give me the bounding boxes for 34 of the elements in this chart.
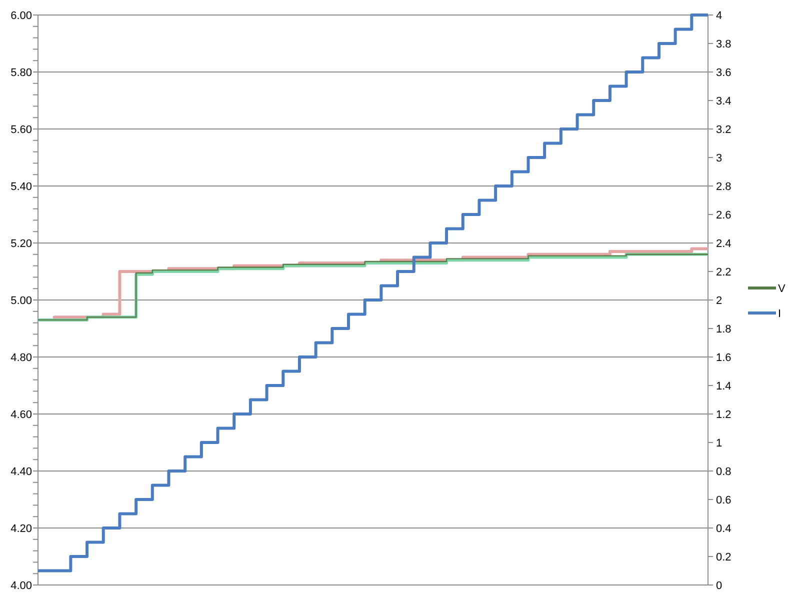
y2-tick-label: 3.6 — [716, 66, 732, 79]
y2-tick-label: 1.6 — [716, 352, 732, 364]
y-tick-label: 5.60 — [10, 124, 32, 136]
y2-tick-label: 0.2 — [716, 551, 732, 564]
y2-tick-label: 1.4 — [716, 380, 732, 392]
y2-tick-label: 2.6 — [716, 209, 732, 222]
y-tick-label: 4.00 — [10, 580, 32, 592]
y-tick-label: 4.20 — [10, 522, 32, 535]
legend-label: I — [778, 308, 782, 320]
y2-tick-label: 0.8 — [716, 466, 732, 478]
y2-tick-label: 1.8 — [716, 323, 732, 336]
y-tick-label: 5.40 — [10, 180, 32, 193]
y2-tick-label: 3.2 — [716, 124, 732, 136]
y-tick-label: 4.60 — [10, 408, 32, 421]
y-tick-label: 4.80 — [10, 352, 32, 364]
y-tick-label: 5.80 — [10, 66, 32, 79]
y2-tick-label: 0.6 — [716, 494, 732, 506]
y2-tick-label: 4 — [716, 10, 722, 22]
y2-tick-label: 2.8 — [716, 180, 732, 193]
legend-label: V — [778, 282, 786, 295]
y2-tick-label: 3.4 — [716, 95, 732, 108]
y-tick-label: 4.40 — [10, 466, 32, 478]
y-tick-label: 6.00 — [10, 10, 32, 22]
y2-tick-label: 2.4 — [716, 238, 732, 250]
y2-tick-label: 3.8 — [716, 38, 732, 50]
y2-tick-label: 0 — [716, 580, 722, 592]
y2-tick-label: 2.2 — [716, 266, 732, 278]
y2-tick-label: 3 — [716, 152, 722, 164]
y-tick-label: 5.20 — [10, 238, 32, 250]
y-tick-label: 5.00 — [10, 294, 32, 307]
y2-tick-label: 2 — [716, 294, 722, 307]
y2-tick-label: 1 — [716, 437, 722, 450]
y2-tick-label: 1.2 — [716, 408, 732, 421]
y2-tick-label: 0.4 — [716, 522, 732, 535]
